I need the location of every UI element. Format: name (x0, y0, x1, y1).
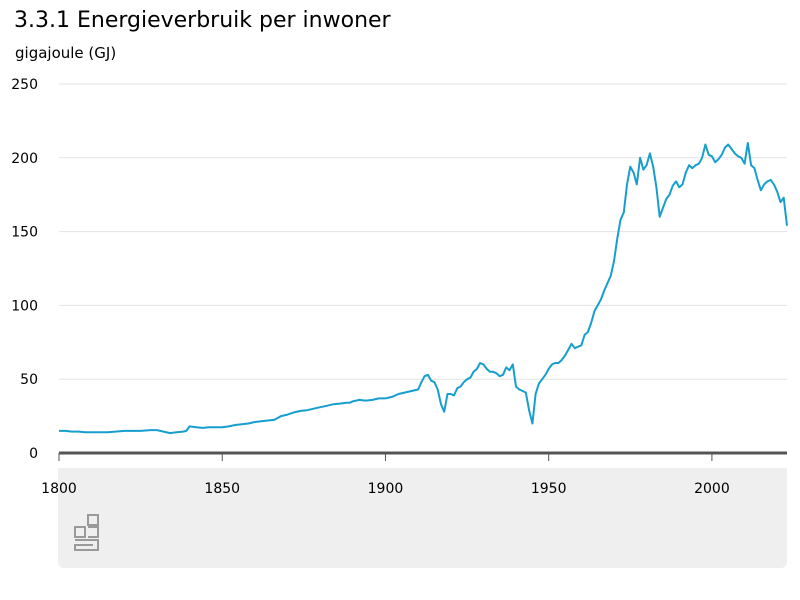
x-tick-label: 2000 (694, 481, 730, 497)
x-tick-label: 1900 (368, 481, 404, 497)
x-tick-label: 1800 (41, 481, 77, 497)
y-tick-label: 0 (29, 446, 38, 462)
series-line (59, 142, 788, 435)
tick-layer: 0 50 100 150 200 250 1800 1850 1900 1950 2000 (11, 77, 729, 497)
cbs-logo-icon (74, 514, 99, 551)
x-tick-label: 1950 (531, 481, 567, 497)
y-tick-label: 200 (11, 151, 38, 167)
x-tick-label: 1850 (204, 481, 240, 497)
y-tick-label: 50 (20, 372, 38, 388)
chart-title: 3.3.1 Energieverbruik per inwoner (14, 8, 391, 33)
chart-footer-panel (58, 468, 787, 568)
grid-layer (59, 83, 787, 380)
y-tick-label: 150 (11, 225, 38, 241)
chart-subtitle: gigajoule (GJ) (15, 44, 117, 62)
y-tick-label: 250 (11, 77, 38, 93)
y-tick-label: 100 (11, 298, 38, 314)
